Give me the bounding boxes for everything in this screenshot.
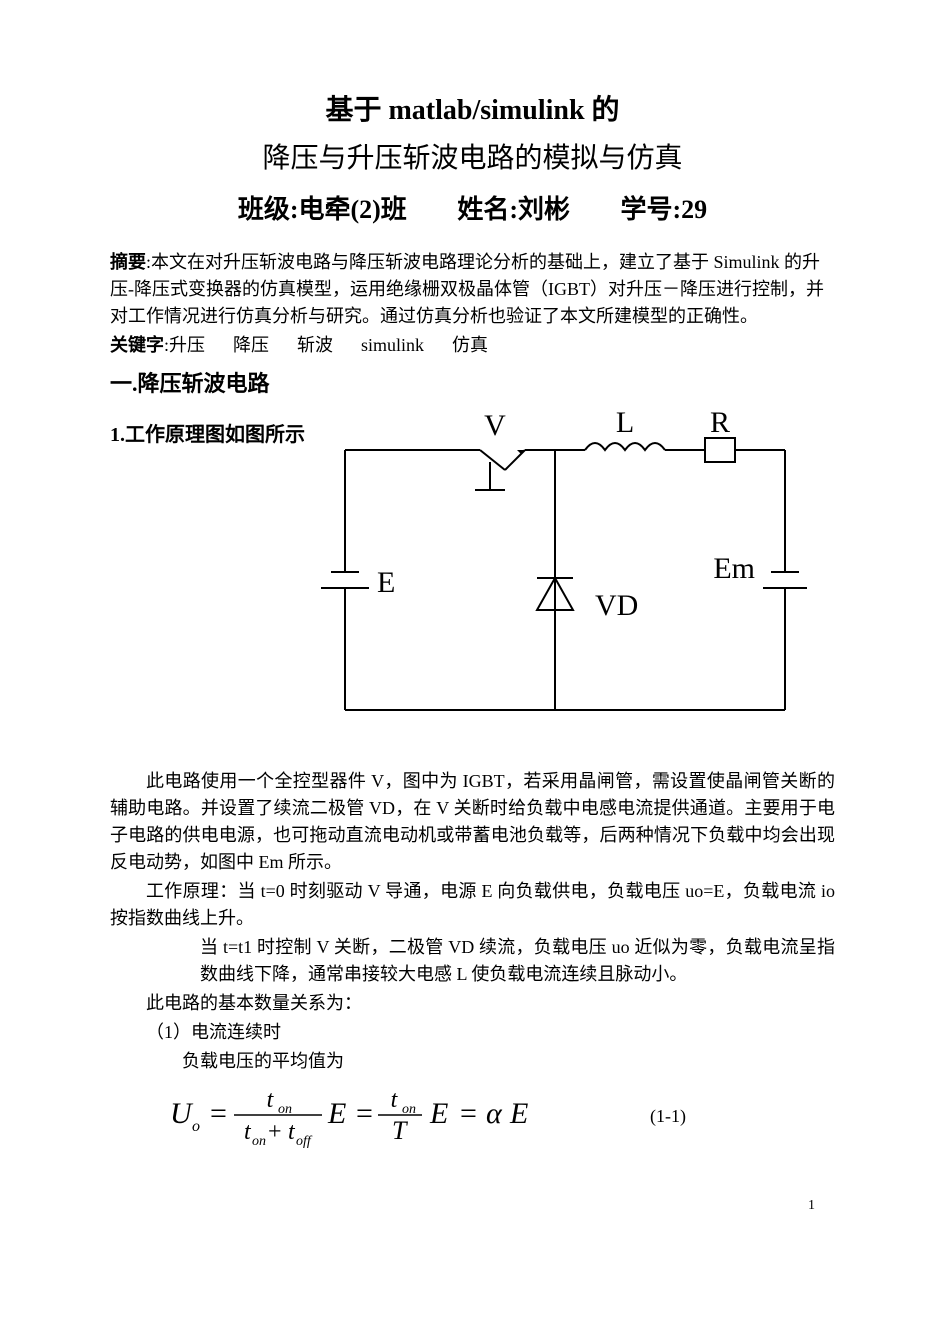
equation-number: (1-1) — [650, 1103, 686, 1130]
svg-text:=: = — [210, 1097, 227, 1130]
para-1: 此电路使用一个全控型器件 V，图中为 IGBT，若采用晶闸管，需设置使晶闸管关断… — [110, 768, 835, 876]
id-label: 学号: — [621, 195, 682, 224]
name-value: 刘彬 — [518, 195, 570, 224]
title-line-1: 基于 matlab/simulink 的 — [110, 90, 835, 132]
abstract-text: :本文在对升压斩波电路与降压斩波电路理论分析的基础上，建立了基于 Simulin… — [110, 252, 824, 326]
label-Em: Em — [713, 552, 755, 585]
svg-text:t: t — [267, 1087, 275, 1113]
class-label: 班级: — [238, 195, 299, 224]
id-value: 29 — [681, 195, 707, 224]
svg-text:U: U — [170, 1097, 194, 1130]
label-L: L — [616, 410, 634, 439]
subsection-1-1-heading: 1.工作原理图如图所示 — [110, 416, 305, 450]
para-6: 负载电压的平均值为 — [110, 1048, 835, 1075]
svg-text:=: = — [356, 1097, 373, 1130]
class-value: 电牵(2)班 — [298, 195, 406, 224]
title-line-2: 降压与升压斩波电路的模拟与仿真 — [110, 138, 835, 180]
keywords-label: 关键字 — [110, 335, 164, 355]
kw-2: 斩波 — [297, 335, 333, 355]
para-2: 工作原理：当 t=0 时刻驱动 V 导通，电源 E 向负载供电，负载电压 uo=… — [110, 878, 835, 932]
svg-text:on: on — [252, 1134, 266, 1149]
svg-text:+: + — [268, 1119, 282, 1145]
label-VD: VD — [595, 589, 638, 622]
abstract-label: 摘要 — [110, 252, 146, 272]
svg-text:=: = — [460, 1097, 477, 1130]
title-mid: matlab/simulink — [381, 95, 591, 126]
kw-4: 仿真 — [452, 335, 488, 355]
svg-text:t: t — [288, 1119, 296, 1145]
name-label: 姓名: — [457, 195, 518, 224]
svg-text:off: off — [296, 1134, 313, 1149]
circuit-svg: V L R E Em VD — [305, 410, 825, 760]
equation-1-1: U o = t on t on + t off E = t on — [110, 1081, 835, 1151]
abstract: 摘要:本文在对升压斩波电路与降压斩波电路理论分析的基础上，建立了基于 Simul… — [110, 249, 835, 330]
svg-text:t: t — [391, 1087, 399, 1113]
kw-0: 升压 — [169, 335, 205, 355]
label-E: E — [377, 566, 395, 599]
page-number: 1 — [110, 1155, 835, 1216]
title-post: 的 — [592, 95, 620, 126]
label-R: R — [710, 410, 730, 439]
svg-text:E: E — [429, 1097, 448, 1130]
para-4: 此电路的基本数量关系为： — [110, 990, 835, 1017]
kw-3: simulink — [361, 335, 424, 355]
section-1-heading: 一.降压斩波电路 — [110, 367, 835, 400]
svg-text:α: α — [486, 1097, 503, 1130]
author-info: 班级:电牵(2)班 姓名:刘彬 学号:29 — [110, 190, 835, 229]
svg-text:E: E — [509, 1097, 528, 1130]
circuit-diagram: V L R E Em VD — [305, 410, 835, 760]
label-V: V — [484, 410, 506, 442]
document-page: 基于 matlab/simulink 的 降压与升压斩波电路的模拟与仿真 班级:… — [0, 0, 945, 1256]
para-5: （1）电流连续时 — [110, 1019, 835, 1046]
keywords: 关键字:升压降压斩波simulink仿真 — [110, 332, 835, 359]
svg-text:o: o — [192, 1118, 200, 1135]
kw-1: 降压 — [233, 335, 269, 355]
equation-svg: U o = t on t on + t off E = t on — [170, 1081, 570, 1151]
svg-text:E: E — [327, 1097, 346, 1130]
svg-text:T: T — [392, 1116, 408, 1145]
para-3: 当 t=t1 时控制 V 关断，二极管 VD 续流，负载电压 uo 近似为零，负… — [110, 934, 835, 988]
title-pre: 基于 — [325, 95, 381, 126]
svg-text:t: t — [244, 1119, 252, 1145]
